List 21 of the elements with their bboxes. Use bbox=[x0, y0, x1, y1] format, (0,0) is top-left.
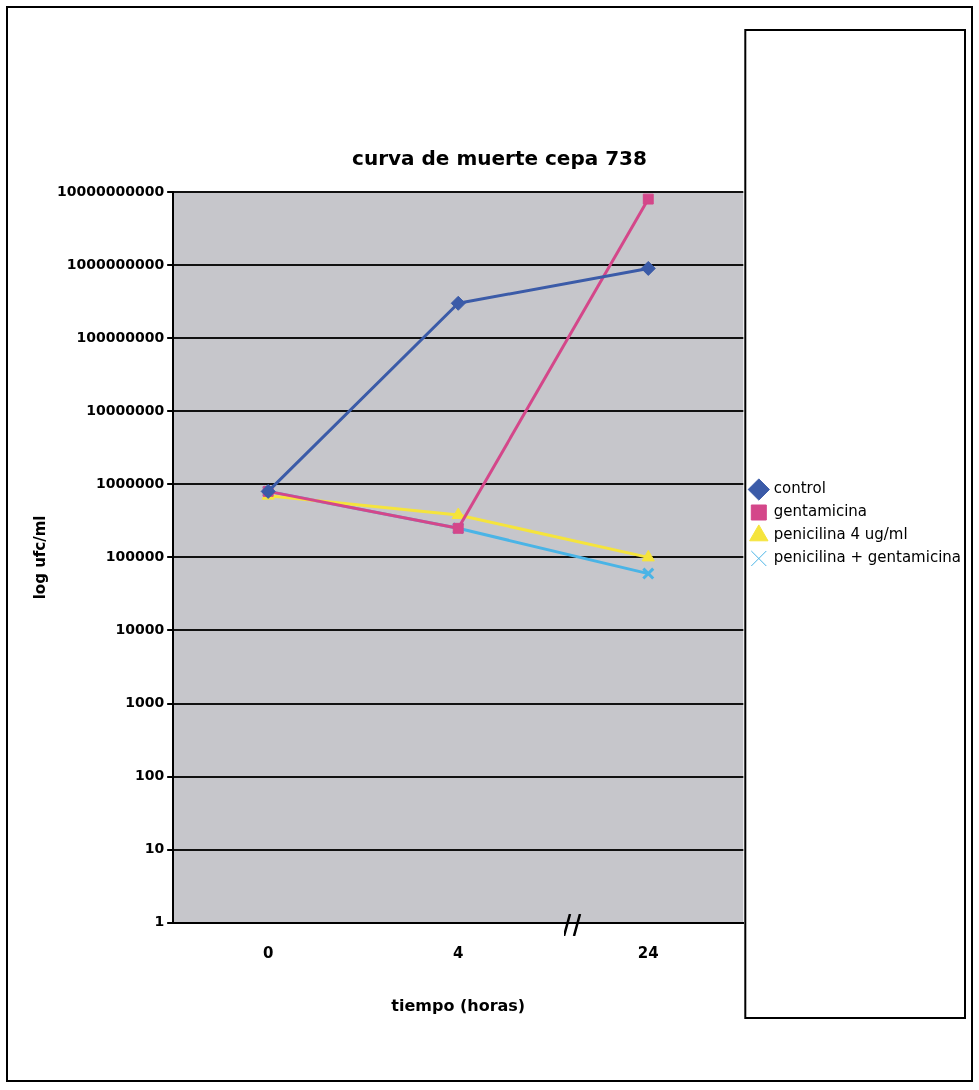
legend-label: gentamicina bbox=[773, 502, 868, 521]
y-tick-label: 100000000 bbox=[76, 328, 165, 345]
legend-label: control bbox=[773, 479, 826, 498]
y-tick-label: 1 bbox=[154, 913, 165, 930]
legend-label: penicilina 4 ug/ml bbox=[773, 525, 908, 544]
x-tick-label: 4 bbox=[453, 943, 464, 962]
y-tick-label: 10000 bbox=[115, 621, 165, 638]
x-axis-title: tiempo (horas) bbox=[391, 995, 526, 1015]
y-tick-label: 100 bbox=[134, 767, 165, 784]
y-tick-label: 1000 bbox=[125, 694, 165, 711]
y-tick-label: 10000000000 bbox=[57, 182, 165, 199]
x-tick-label: 0 bbox=[262, 943, 274, 962]
y-tick-label: 1000000 bbox=[95, 474, 165, 491]
legend-label: penicilina + gentamicina bbox=[773, 548, 961, 567]
y-tick-label: 100000 bbox=[105, 548, 165, 565]
y-axis-title: log ufc/ml bbox=[30, 515, 49, 600]
x-tick-label: 24 bbox=[637, 943, 659, 962]
y-tick-label: 10000000 bbox=[86, 401, 165, 418]
y-tick-label: 1000000000 bbox=[66, 255, 165, 272]
y-tick-label: 10 bbox=[144, 840, 165, 857]
chart-title: curva de muerte cepa 738 bbox=[352, 146, 647, 171]
